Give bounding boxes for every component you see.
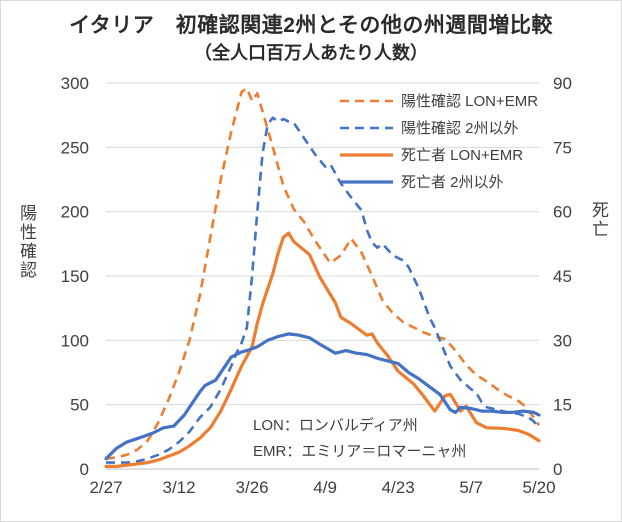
legend-line-sample [340,99,393,102]
x-axis-tick-label: 3/26 [236,478,269,497]
right-axis-tick-label: 45 [553,267,572,286]
x-axis-tick-label: 5/7 [459,478,483,497]
legend: 陽性確認 LON+EMR 陽性確認 2州以外 死亡者 LON+EMR 死亡者 2州以外 [339,87,538,195]
left-axis-tick-label: 200 [61,203,89,222]
legend-label: 死亡者 2州以外 [401,174,504,191]
right-axis-tick-label: 90 [553,74,572,93]
right-axis-tick-label: 30 [553,331,572,350]
legend-item-positive-others: 陽性確認 2州以外 [339,114,538,141]
legend-line-sample [340,152,393,157]
left-axis-tick-label: 50 [70,396,89,415]
right-axis-title: 死亡 [589,201,608,239]
chart-title: イタリア 初確認関連2州とその他の州週間増比較 [69,14,553,37]
legend-item-deaths-lon-emr: 死亡者 LON+EMR [339,141,538,168]
x-axis-tick-label: 4/9 [313,478,337,497]
x-axis-tick-label: 5/20 [522,478,555,497]
annotation-box: LON：ロンバルディア州 EMR：エミリア＝ロマーニャ州 [253,413,466,465]
legend-line-sample [340,126,393,129]
x-axis-tick-label: 2/27 [89,478,122,497]
left-axis-tick-label: 100 [61,331,89,350]
right-axis-tick-label: 75 [553,138,572,157]
chart-subtitle: （全人口百万人あたり人数） [194,43,428,63]
legend-label: 死亡者 LON+EMR [401,147,524,164]
legend-item-deaths-others: 死亡者 2州以外 [339,168,538,195]
left-axis-tick-label: 300 [61,74,89,93]
left-axis-tick-label: 250 [61,138,89,157]
left-axis-title: 陽性確認 [17,204,36,280]
series-positive-lon-emr [105,86,541,460]
series-deaths-lon-emr [104,231,541,468]
legend-item-positive-lon-emr: 陽性確認 LON+EMR [339,87,538,114]
right-axis-tick-label: 15 [553,396,572,415]
legend-label: 陽性確認 LON+EMR [401,93,539,110]
legend-line-sample [340,179,393,184]
annotation-line-1: LON：ロンバルディア州 [253,417,418,434]
right-axis-tick-label: 0 [553,460,562,479]
x-axis-tick-label: 3/12 [162,478,195,497]
right-axis-tick-label: 60 [553,203,572,222]
legend-label: 陽性確認 2州以外 [401,120,519,137]
series-positive-others [106,116,541,464]
x-axis-tick-label: 4/23 [382,478,415,497]
left-axis-tick-label: 0 [80,460,89,479]
series-deaths-others [104,332,541,461]
annotation-line-2: EMR：エミリア＝ロマーニャ州 [253,443,467,460]
left-axis-tick-label: 150 [61,267,89,286]
